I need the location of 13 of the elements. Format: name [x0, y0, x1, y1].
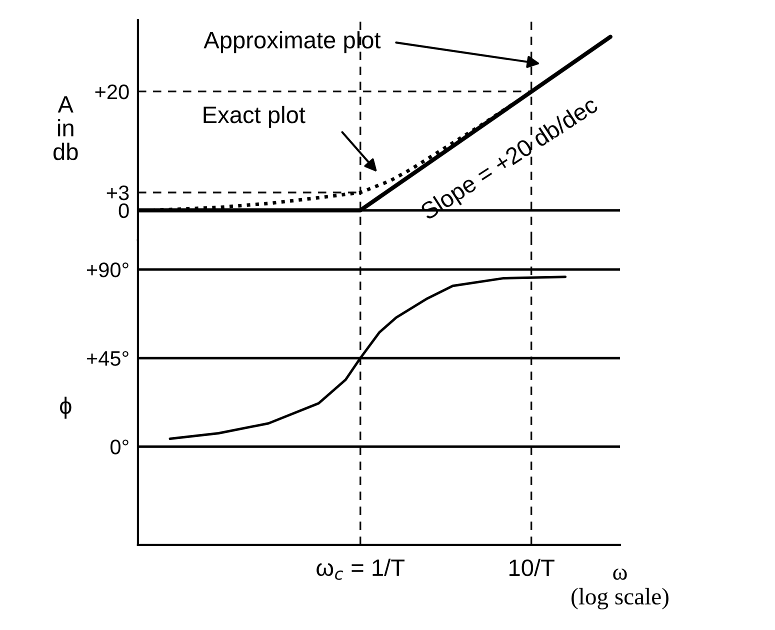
y-axis-title: ϕ	[60, 396, 72, 419]
y-tick-label: +3	[106, 185, 129, 200]
y-tick-label: 0°	[110, 440, 128, 454]
x-tick-label: 10/T	[510, 558, 554, 576]
y-tick-label: +20	[95, 84, 129, 100]
y-tick-label: +45°	[86, 351, 128, 366]
y-axis-title: A in db	[54, 96, 78, 160]
y-tick-label: +90°	[86, 262, 128, 278]
annotation: Exact plot	[204, 106, 306, 128]
x-axis-title: ω (log scale)	[572, 568, 668, 610]
annotation: Approximate plot	[204, 31, 381, 54]
x-tick-label: ω$_{c}$ = 1/T	[316, 558, 405, 580]
y-tick-label: 0	[118, 203, 129, 218]
